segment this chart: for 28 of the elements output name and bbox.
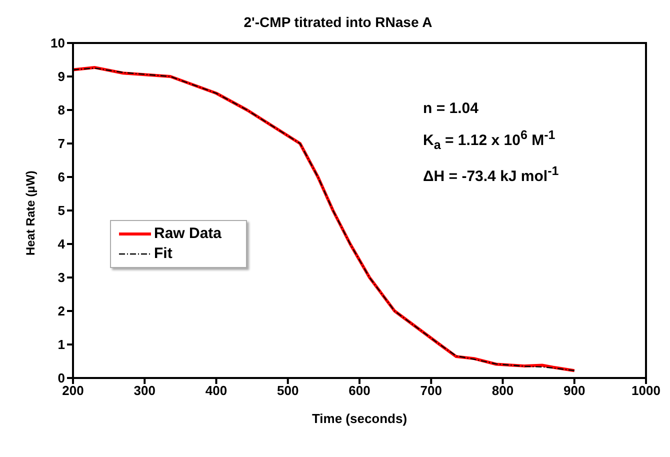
chart-title: 2'-CMP titrated into RNase A — [242, 14, 434, 30]
x-axis-title: Time (seconds) — [312, 411, 408, 426]
y-tick-label: 0 — [58, 370, 65, 386]
annotation: K$_{a}$ = 1.12 x 10$^{6}$ M$^{-1}$ — [423, 127, 556, 154]
y-tick-label: 9 — [58, 69, 65, 84]
x-tick-label: 800 — [492, 383, 514, 398]
y-tick-label: 2 — [58, 304, 65, 319]
x-tick-label: 400 — [205, 383, 228, 398]
y-tick-label: 1 — [58, 337, 65, 352]
y-tick-label: 5 — [58, 203, 65, 218]
y-tick-label: 6 — [58, 170, 65, 185]
x-tick-label: 300 — [134, 383, 156, 398]
x-tick-label: 700 — [420, 383, 442, 398]
y-tick-label: 4 — [58, 236, 66, 252]
y-tick-label: 10 — [50, 36, 65, 51]
x-tick-label: 500 — [277, 383, 299, 398]
y-tick-label: 8 — [58, 102, 65, 118]
x-tick-label: 600 — [348, 383, 370, 398]
x-tick-label: 200 — [62, 383, 84, 398]
annotation: ΔH = -73.4 kJ mol$^{-1}$ — [423, 163, 559, 187]
legend-label: Raw Data — [154, 224, 222, 244]
annotation: n = 1.04 — [423, 99, 480, 119]
legend-label: Fit — [154, 244, 172, 264]
y-tick-label: 7 — [58, 136, 65, 152]
y-axis-title: Heat Rate (µW) — [23, 170, 38, 256]
x-tick-label: 900 — [564, 383, 586, 398]
x-tick-label: 1000 — [632, 383, 660, 398]
y-tick-label: 3 — [58, 270, 65, 286]
